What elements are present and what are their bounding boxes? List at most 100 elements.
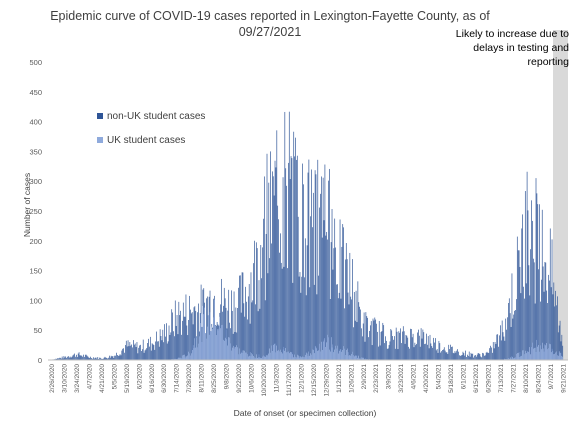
bar-non-uk <box>247 319 248 360</box>
bar-uk <box>515 357 516 360</box>
bar-non-uk <box>519 266 521 360</box>
bar-non-uk <box>398 331 400 360</box>
x-tick-label: 10/20/2020 <box>261 364 268 397</box>
bar-non-uk <box>315 174 317 360</box>
bar-non-uk <box>303 184 304 360</box>
bar-non-uk <box>300 292 302 360</box>
bar-uk <box>306 353 308 360</box>
bar-uk <box>533 347 535 360</box>
bar-non-uk <box>173 331 174 360</box>
bar-non-uk <box>240 312 242 360</box>
bar-non-uk <box>517 250 519 360</box>
bar-non-uk <box>285 168 287 360</box>
bar-uk <box>301 357 303 360</box>
bar-uk <box>300 356 302 360</box>
bar-non-uk <box>92 358 93 360</box>
bar-non-uk <box>166 323 167 360</box>
bar-uk <box>248 355 250 360</box>
bar-uk <box>516 353 517 360</box>
bar-non-uk <box>537 204 539 360</box>
bar-non-uk <box>123 348 124 360</box>
bar-uk <box>192 345 194 360</box>
bar-uk <box>298 357 300 360</box>
bar-non-uk <box>102 358 104 360</box>
bar-non-uk <box>239 275 240 360</box>
bar-non-uk <box>140 344 141 360</box>
bar-non-uk <box>166 343 168 360</box>
bar-non-uk <box>231 310 233 360</box>
bar-uk <box>355 355 357 360</box>
bar-non-uk <box>238 287 239 360</box>
bar-uk <box>541 349 542 360</box>
bar-non-uk <box>495 343 497 360</box>
bar-non-uk <box>125 345 126 360</box>
bar-non-uk <box>63 356 65 360</box>
bar-non-uk <box>169 334 171 360</box>
bar-non-uk <box>338 292 340 360</box>
bar-non-uk <box>194 306 196 360</box>
bar-non-uk <box>242 272 244 360</box>
bar-non-uk <box>66 357 67 360</box>
bar-non-uk <box>414 342 416 360</box>
bar-uk <box>206 338 207 360</box>
bar-non-uk <box>499 335 500 360</box>
bar-non-uk <box>152 344 154 360</box>
bar-non-uk <box>535 178 537 360</box>
bar-non-uk <box>277 205 279 360</box>
bar-non-uk <box>549 228 551 360</box>
bar-non-uk <box>468 351 470 360</box>
bar-non-uk <box>109 355 110 360</box>
bar-uk <box>531 347 532 360</box>
bar-non-uk <box>105 357 107 360</box>
bar-non-uk <box>559 320 561 360</box>
bar-non-uk <box>358 302 360 360</box>
bar-non-uk <box>515 309 516 360</box>
bar-non-uk <box>286 185 287 360</box>
bar-uk <box>349 355 351 360</box>
bar-non-uk <box>526 171 528 360</box>
bar-non-uk <box>481 357 483 360</box>
bar-uk <box>199 323 201 360</box>
bar-uk <box>223 340 225 360</box>
bar-non-uk <box>446 352 448 360</box>
bar-uk <box>357 357 359 360</box>
bar-non-uk <box>345 243 347 360</box>
bar-uk <box>303 356 304 360</box>
bar-uk <box>231 350 232 360</box>
bar-non-uk <box>164 324 165 360</box>
bar-non-uk <box>239 275 241 360</box>
bar-non-uk <box>431 346 433 360</box>
bar-uk <box>316 348 318 360</box>
bar-non-uk <box>317 159 319 360</box>
x-tick-label: 3/9/2021 <box>386 364 393 390</box>
bar-non-uk <box>337 298 339 360</box>
bar-non-uk <box>362 323 364 360</box>
bar-non-uk <box>364 341 366 360</box>
bar-non-uk <box>469 356 471 360</box>
bar-uk <box>218 328 220 360</box>
bar-uk <box>520 356 522 360</box>
bar-non-uk <box>415 345 417 360</box>
bar-non-uk <box>253 263 254 360</box>
bar-non-uk <box>497 334 499 360</box>
bar-uk <box>537 346 539 360</box>
bar-non-uk <box>81 355 83 360</box>
bar-uk <box>236 345 238 360</box>
bar-non-uk <box>287 268 288 360</box>
bar-non-uk <box>402 326 404 360</box>
bar-uk <box>287 351 288 360</box>
bar-non-uk <box>254 240 255 360</box>
bar-uk <box>365 358 367 360</box>
bar-non-uk <box>509 313 511 360</box>
bar-non-uk <box>59 357 60 360</box>
bar-non-uk <box>263 218 264 360</box>
bar-non-uk <box>69 356 71 360</box>
bar-uk <box>272 351 273 360</box>
bar-uk <box>532 348 534 360</box>
bar-non-uk <box>248 284 250 360</box>
bar-non-uk <box>191 312 193 360</box>
x-tick-label: 9/22/2020 <box>236 364 243 393</box>
bar-non-uk <box>561 334 563 360</box>
bar-non-uk <box>548 274 549 360</box>
bar-non-uk <box>466 356 467 360</box>
